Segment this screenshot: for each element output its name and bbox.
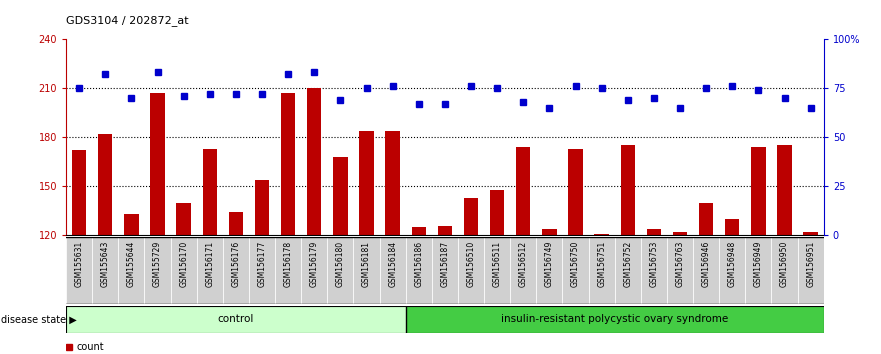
Text: GSM156750: GSM156750 xyxy=(571,241,580,287)
Text: GSM156951: GSM156951 xyxy=(806,241,815,287)
Bar xyxy=(249,237,275,304)
Bar xyxy=(144,237,171,304)
Text: GSM156763: GSM156763 xyxy=(676,241,685,287)
Text: GSM156170: GSM156170 xyxy=(179,241,189,287)
Bar xyxy=(275,237,301,304)
Bar xyxy=(484,237,510,304)
Bar xyxy=(203,149,217,235)
Text: GSM156752: GSM156752 xyxy=(623,241,633,287)
Bar xyxy=(328,237,353,304)
Bar xyxy=(562,237,589,304)
Bar xyxy=(620,145,635,235)
Bar xyxy=(725,219,739,235)
Bar xyxy=(595,234,609,235)
Bar xyxy=(667,237,693,304)
Bar xyxy=(510,237,537,304)
Bar xyxy=(406,237,432,304)
Bar xyxy=(118,237,144,304)
Bar xyxy=(124,214,138,235)
Text: GSM155729: GSM155729 xyxy=(153,241,162,287)
Bar xyxy=(699,202,714,235)
Text: GSM155644: GSM155644 xyxy=(127,241,136,287)
Bar xyxy=(542,229,557,235)
Text: count: count xyxy=(77,342,104,352)
Text: GSM156510: GSM156510 xyxy=(467,241,476,287)
Text: GSM156178: GSM156178 xyxy=(284,241,292,287)
Bar xyxy=(537,237,562,304)
Bar xyxy=(751,147,766,235)
Bar xyxy=(490,189,504,235)
Bar xyxy=(411,227,426,235)
Bar xyxy=(640,237,667,304)
Text: GSM156181: GSM156181 xyxy=(362,241,371,286)
Bar xyxy=(151,93,165,235)
Text: GSM156180: GSM156180 xyxy=(336,241,344,287)
Text: GSM156946: GSM156946 xyxy=(701,241,711,287)
Bar xyxy=(432,237,458,304)
Bar xyxy=(380,237,406,304)
Text: GDS3104 / 202872_at: GDS3104 / 202872_at xyxy=(66,15,189,26)
Bar xyxy=(72,150,86,235)
Text: GSM156949: GSM156949 xyxy=(754,241,763,287)
Bar xyxy=(196,237,223,304)
Text: GSM156749: GSM156749 xyxy=(545,241,554,287)
Bar xyxy=(93,237,118,304)
Text: GSM156751: GSM156751 xyxy=(597,241,606,287)
Bar xyxy=(458,237,484,304)
Text: GSM156171: GSM156171 xyxy=(205,241,214,287)
Text: insulin-resistant polycystic ovary syndrome: insulin-resistant polycystic ovary syndr… xyxy=(501,314,729,325)
Text: GSM156176: GSM156176 xyxy=(232,241,241,287)
Text: GSM155643: GSM155643 xyxy=(100,241,110,287)
Bar xyxy=(176,202,191,235)
Bar xyxy=(719,237,745,304)
Bar xyxy=(353,237,380,304)
Text: control: control xyxy=(218,314,254,325)
Bar xyxy=(66,306,406,333)
Bar xyxy=(66,237,93,304)
Text: GSM156177: GSM156177 xyxy=(257,241,267,287)
Text: GSM156179: GSM156179 xyxy=(310,241,319,287)
Bar xyxy=(463,198,478,235)
Bar xyxy=(255,180,270,235)
Text: GSM156511: GSM156511 xyxy=(492,241,501,287)
Bar xyxy=(673,232,687,235)
Bar xyxy=(406,306,824,333)
Bar xyxy=(229,212,243,235)
Text: GSM156753: GSM156753 xyxy=(649,241,658,287)
Bar xyxy=(772,237,797,304)
Text: disease state ▶: disease state ▶ xyxy=(1,314,77,325)
Bar xyxy=(745,237,772,304)
Bar xyxy=(797,237,824,304)
Bar xyxy=(98,134,113,235)
Text: GSM156512: GSM156512 xyxy=(519,241,528,287)
Bar xyxy=(333,157,348,235)
Bar xyxy=(171,237,196,304)
Text: GSM156186: GSM156186 xyxy=(414,241,423,287)
Bar xyxy=(281,93,295,235)
Text: GSM156187: GSM156187 xyxy=(440,241,449,287)
Bar xyxy=(386,131,400,235)
Text: GSM155631: GSM155631 xyxy=(75,241,84,287)
Bar xyxy=(438,225,452,235)
Bar xyxy=(568,149,582,235)
Text: GSM156950: GSM156950 xyxy=(780,241,789,287)
Bar xyxy=(516,147,530,235)
Bar xyxy=(359,131,374,235)
Bar xyxy=(693,237,719,304)
Bar xyxy=(647,229,661,235)
Bar xyxy=(589,237,615,304)
Bar xyxy=(615,237,640,304)
Text: GSM156948: GSM156948 xyxy=(728,241,737,287)
Bar xyxy=(301,237,328,304)
Bar xyxy=(777,145,792,235)
Bar xyxy=(307,88,322,235)
Bar xyxy=(223,237,249,304)
Bar xyxy=(803,232,818,235)
Text: GSM156184: GSM156184 xyxy=(389,241,397,287)
